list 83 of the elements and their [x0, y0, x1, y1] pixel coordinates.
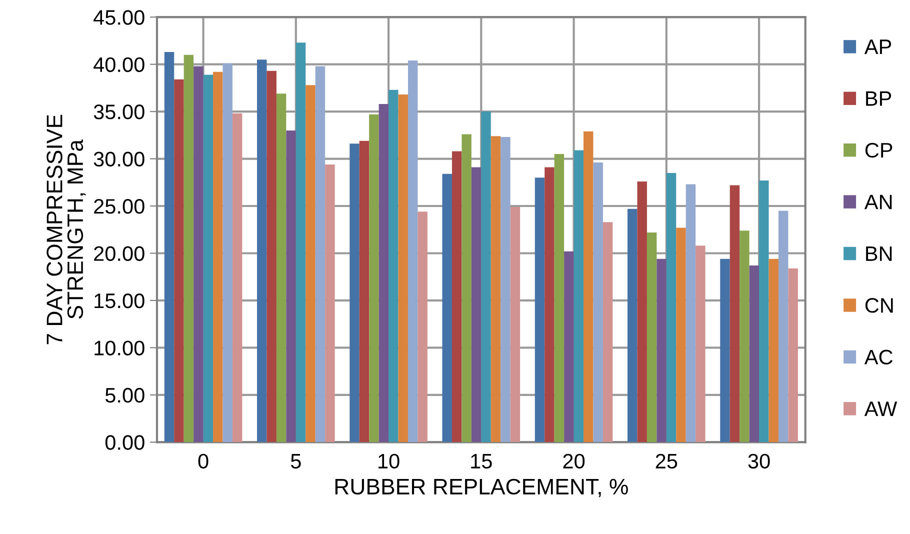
bar	[564, 251, 574, 442]
x-tick-label: 20	[563, 454, 585, 469]
bar	[378, 104, 389, 442]
bar	[554, 154, 564, 442]
bar	[408, 60, 418, 442]
x-axis-title: RUBBER REPLACEMENT, %	[335, 478, 628, 498]
legend-label: AW	[864, 402, 898, 416]
bar	[759, 180, 769, 442]
bar	[534, 178, 545, 442]
bar	[398, 94, 408, 442]
bar	[296, 42, 306, 442]
y-tick-label: 30.00	[94, 152, 144, 167]
bar	[696, 246, 706, 442]
bar	[656, 258, 666, 442]
bar	[686, 184, 696, 442]
legend-label: AC	[864, 350, 893, 364]
bar	[286, 130, 296, 442]
legend-label: CP	[865, 142, 892, 158]
bar	[350, 144, 360, 442]
bar	[462, 134, 472, 442]
bar	[574, 150, 584, 442]
bar	[418, 212, 428, 442]
y-axis-title: 7 DAY COMPRESSIVE STRENGTH, MPa	[46, 114, 86, 344]
bar	[369, 114, 379, 442]
bar	[788, 268, 798, 442]
bar	[500, 137, 510, 442]
bar	[778, 210, 788, 442]
x-tick-label: 10	[378, 454, 400, 469]
bar	[602, 222, 613, 442]
bar	[213, 72, 223, 442]
bar	[471, 167, 482, 442]
x-tick-label: 5	[290, 454, 301, 469]
legend-label: BP	[866, 91, 892, 106]
bar	[184, 54, 194, 442]
x-tick-label: 15	[471, 454, 492, 469]
bar	[628, 208, 638, 442]
bar	[194, 66, 204, 442]
bar	[490, 136, 501, 442]
x-tick-label: 30	[748, 454, 770, 469]
bar	[276, 94, 286, 442]
y-tick-label: 40.00	[94, 57, 144, 72]
bar	[315, 66, 326, 442]
bar	[266, 70, 276, 442]
bar	[637, 181, 647, 442]
bar	[306, 85, 316, 442]
y-tick-label: 20.00	[94, 246, 144, 261]
legend-label: AN	[864, 194, 892, 210]
bar	[257, 60, 267, 442]
y-tick-label: 10.00	[94, 340, 144, 356]
bar	[768, 258, 778, 442]
bar	[720, 258, 730, 442]
bar	[646, 232, 657, 442]
bar	[164, 52, 174, 442]
y-tick-label: 5.00	[105, 388, 144, 403]
bar	[203, 74, 214, 442]
y-tick-label: 45.00	[94, 10, 144, 25]
legend-label: AP	[864, 40, 892, 54]
bar	[584, 131, 594, 442]
y-tick-label: 15.00	[94, 293, 144, 308]
bar	[740, 230, 750, 442]
bar	[481, 112, 491, 442]
x-tick-label: 25	[656, 454, 678, 469]
bar	[666, 172, 676, 442]
y-tick-label: 0.00	[105, 435, 144, 450]
bar	[232, 113, 242, 442]
y-tick-label: 25.00	[94, 199, 144, 214]
bar	[510, 206, 520, 442]
bar	[325, 164, 335, 442]
bar	[452, 151, 462, 442]
y-tick-label: 35.00	[94, 104, 144, 120]
x-tick-label: 0	[198, 454, 208, 469]
bar	[749, 266, 760, 442]
bar	[676, 228, 686, 442]
bar	[442, 174, 452, 442]
bar	[730, 185, 740, 442]
bar	[222, 63, 232, 442]
bar	[593, 162, 603, 442]
legend-label: BN	[866, 246, 892, 261]
legend-label: CN	[865, 298, 893, 313]
bar	[388, 90, 398, 442]
bar	[359, 140, 370, 442]
bar	[544, 167, 554, 442]
bar	[174, 79, 184, 442]
